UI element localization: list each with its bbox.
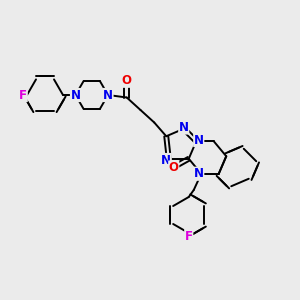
Text: N: N [194,134,204,146]
Text: O: O [169,161,179,174]
Text: N: N [194,167,204,180]
Text: N: N [179,121,189,134]
Text: F: F [19,88,27,101]
Text: N: N [161,154,171,166]
Text: N: N [70,88,80,101]
Text: F: F [185,230,193,242]
Text: O: O [122,74,132,87]
Text: N: N [103,88,113,101]
